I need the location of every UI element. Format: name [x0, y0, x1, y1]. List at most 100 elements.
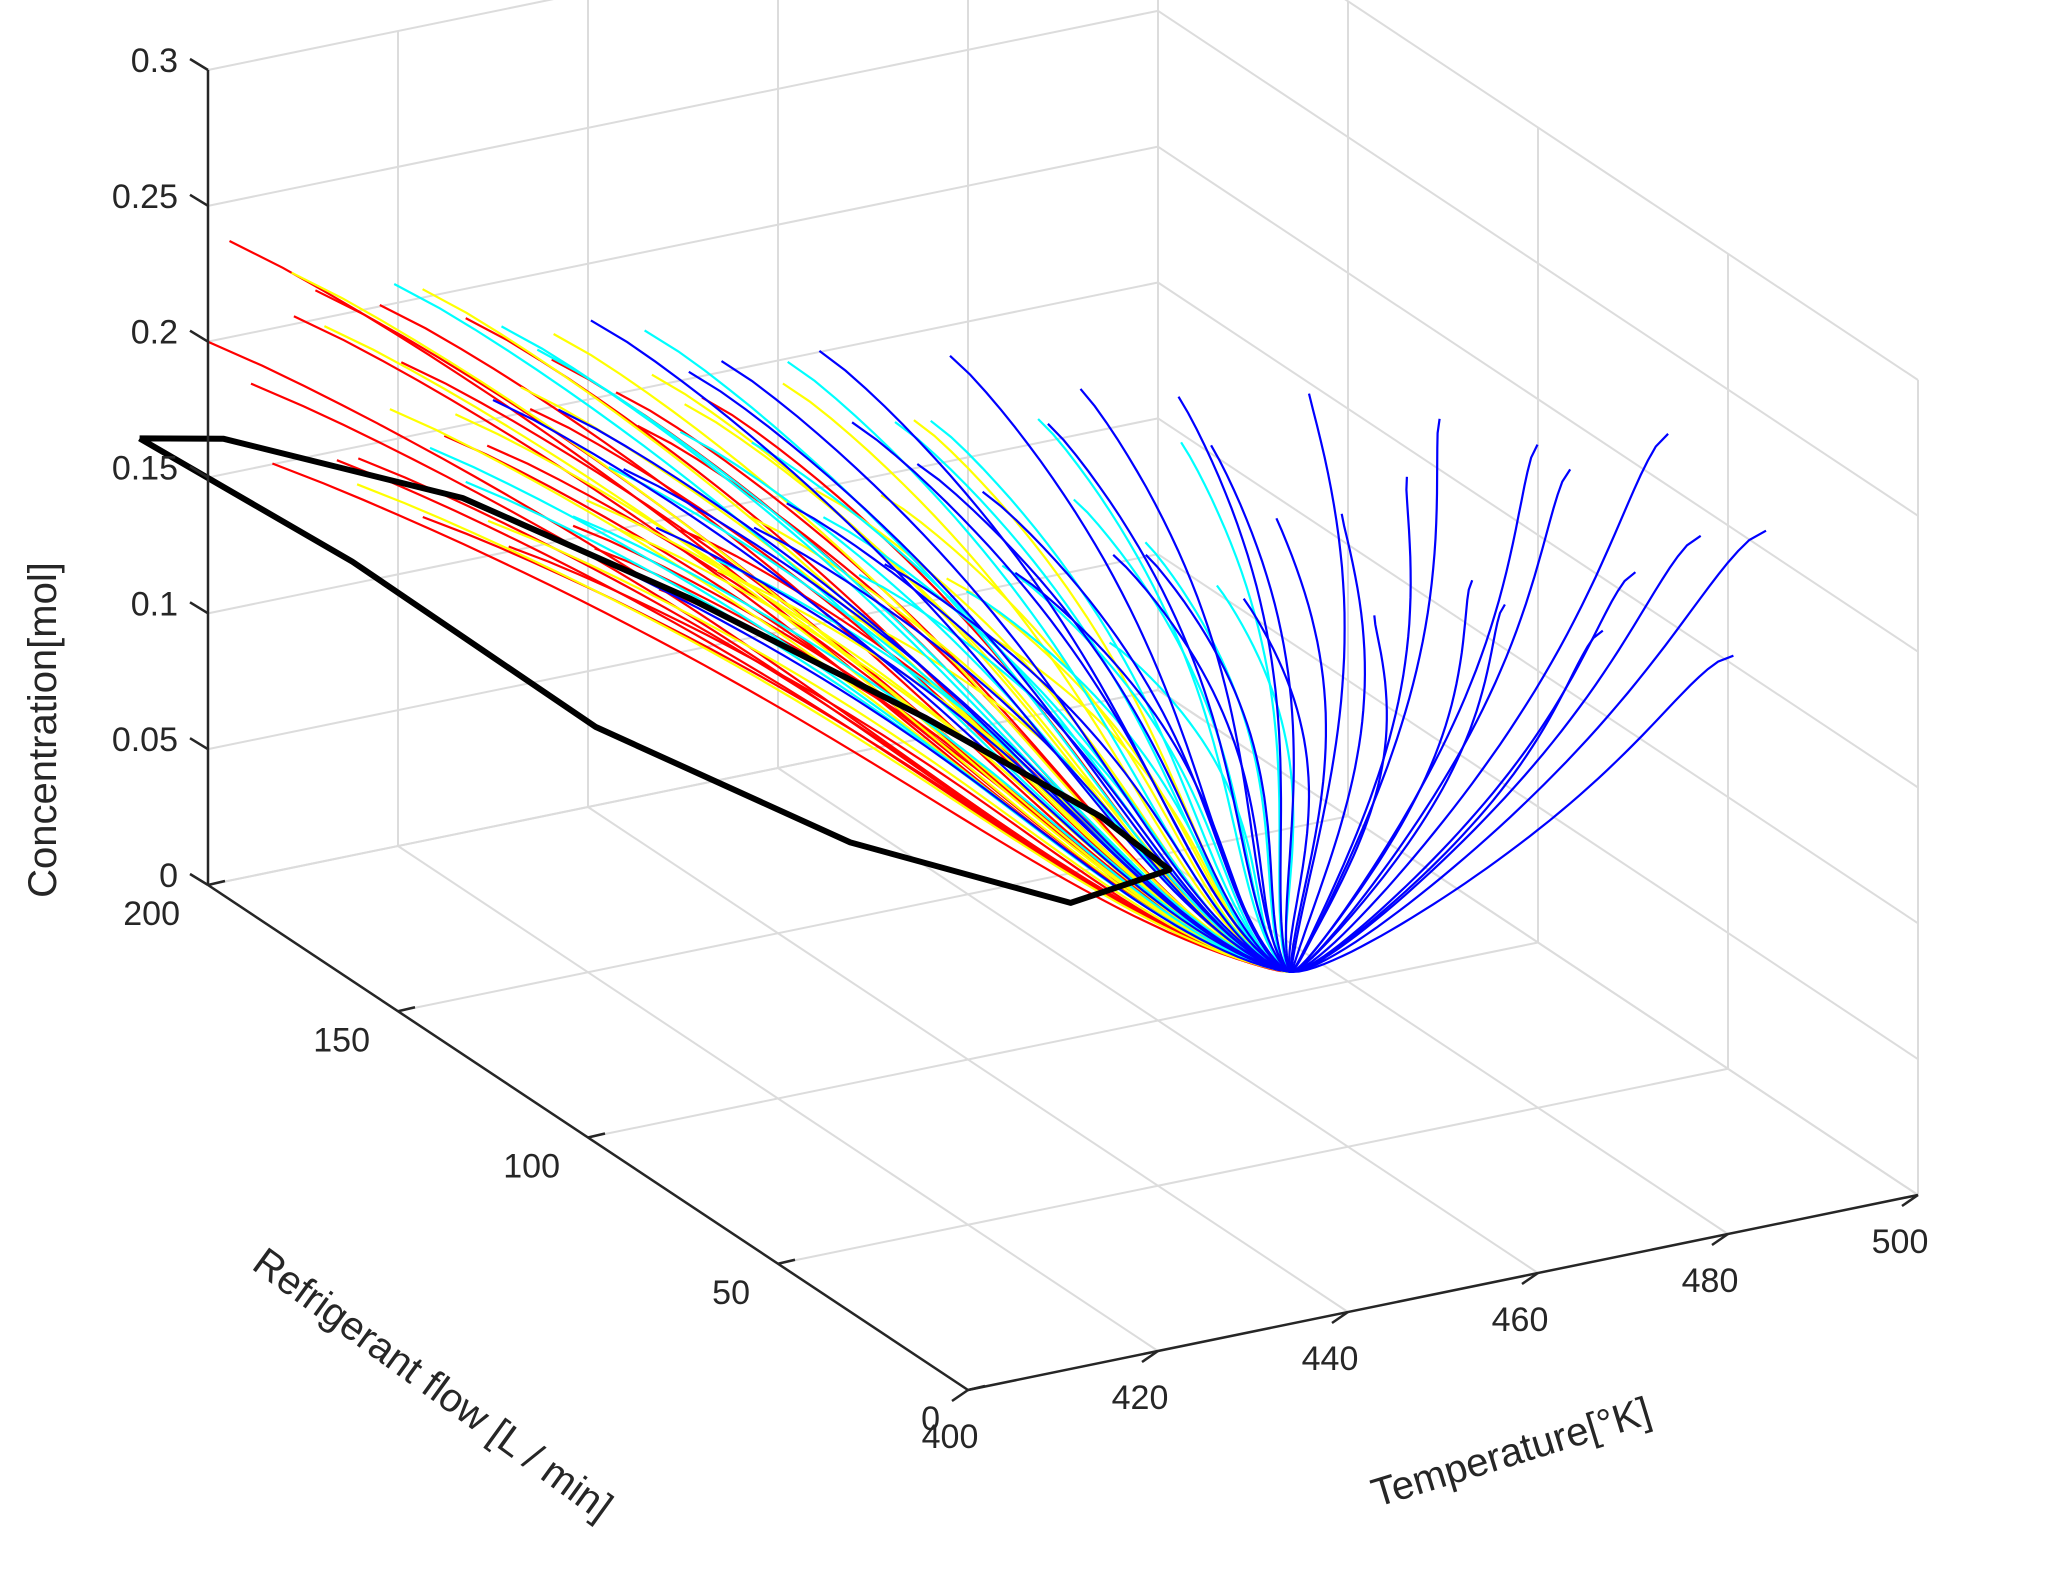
trajectory-line — [1180, 441, 1292, 973]
trajectory-line — [1242, 597, 1311, 973]
trajectory-line — [1145, 553, 1292, 973]
trajectory-line — [508, 545, 1292, 973]
z-tick-label: 0 — [159, 857, 178, 895]
trajectory-line — [1144, 541, 1292, 973]
trajectory-line — [1290, 418, 1441, 973]
z-tick-label: 0.15 — [112, 450, 178, 488]
x-tick-mark — [1141, 1349, 1159, 1364]
grid-line — [1157, 10, 1919, 517]
grid-line — [1157, 145, 1919, 653]
grid-line — [207, 417, 1159, 615]
y-tick-label: 200 — [123, 895, 180, 933]
grid-line — [1157, 281, 1919, 789]
z-tick-mark — [189, 57, 209, 72]
grid-line — [777, 1067, 1729, 1265]
trajectory-line — [1047, 423, 1292, 973]
y-axis-label: Refrigerant flow [L / min] — [245, 1240, 620, 1530]
x-tick-label: 500 — [1872, 1223, 1929, 1261]
trajectory-line — [1290, 654, 1734, 973]
x-tick-mark — [1901, 1193, 1919, 1208]
x-tick-mark — [951, 1388, 969, 1403]
trajectory-line — [1177, 396, 1292, 973]
trajectory-line — [553, 333, 1292, 973]
trajectory-line — [1290, 534, 1702, 973]
z-tick-label: 0.1 — [131, 585, 178, 623]
trajectory-line — [1108, 641, 1292, 973]
trajectory-line — [623, 468, 1292, 973]
z-axis-label: Concentration[mol] — [21, 562, 65, 898]
x-tick-mark — [1521, 1271, 1539, 1286]
trajectory-line — [323, 325, 1292, 973]
grid-line — [207, 145, 1159, 343]
trajectory-line — [930, 419, 1292, 973]
grid-line — [207, 0, 554, 71]
z-tick-label: 0.25 — [112, 178, 178, 216]
x-axis-line — [967, 1193, 1919, 1392]
y-tick-label: 50 — [712, 1274, 750, 1312]
grid-line — [1344, 0, 1919, 381]
trajectory-line — [1079, 388, 1292, 973]
tick-label-layer: 40042044046048050005010015020000.050.10.… — [112, 42, 1929, 1456]
z-tick-label: 0.3 — [131, 42, 178, 80]
x-tick-label: 420 — [1112, 1379, 1169, 1417]
y-tick-mark — [207, 879, 226, 887]
z-tick-mark — [189, 193, 209, 207]
trajectory-line — [1290, 571, 1637, 973]
grid-line — [207, 553, 1159, 751]
trajectory-line — [1290, 513, 1367, 973]
y-tick-mark — [777, 1258, 796, 1265]
trajectory-line — [884, 563, 1292, 973]
trajectory-line — [1275, 517, 1328, 973]
z-tick-mark — [189, 329, 209, 343]
trajectory-line — [753, 526, 1292, 973]
z-tick-mark — [189, 601, 209, 615]
y-tick-mark — [587, 1132, 606, 1139]
trajectory-line — [1290, 468, 1572, 973]
x-tick-label: 400 — [922, 1418, 979, 1456]
y-tick-mark — [397, 1006, 416, 1013]
y-tick-label: 150 — [313, 1021, 370, 1059]
grid-layer — [207, 0, 1919, 1391]
z-tick-mark — [189, 465, 209, 479]
x-axis-label: Temperature[°K] — [1366, 1389, 1656, 1516]
trajectory-line — [1290, 476, 1412, 973]
y-tick-mark — [967, 1384, 986, 1392]
trajectory-line — [720, 360, 1292, 973]
trajectory-line — [644, 329, 1292, 973]
x-tick-label: 440 — [1302, 1340, 1359, 1378]
trajectory-line — [851, 421, 1292, 973]
x-tick-label: 480 — [1682, 1262, 1739, 1300]
data-layer — [138, 240, 1767, 973]
trajectory-line — [1001, 564, 1292, 973]
trajectory-line — [487, 519, 1292, 973]
x-tick-mark — [1331, 1310, 1349, 1325]
trajectory-line — [572, 515, 1292, 973]
trajectory-line — [1210, 444, 1295, 973]
trajectory-line — [1290, 433, 1669, 973]
x-tick-mark — [1711, 1232, 1729, 1247]
trajectory-line — [1290, 444, 1539, 973]
z-tick-mark — [189, 872, 209, 887]
z-tick-mark — [189, 737, 209, 751]
grid-line — [207, 9, 1159, 207]
y-tick-label: 100 — [503, 1148, 560, 1186]
trajectory-line — [1290, 529, 1767, 973]
trajectory-line — [1037, 418, 1292, 973]
trajectory-line — [1112, 554, 1292, 973]
grid-line — [1157, 553, 1919, 1060]
trajectory-line — [916, 463, 1292, 973]
axis-layer — [189, 57, 1919, 1403]
trajectory-line — [786, 502, 1292, 973]
trajectory-line — [1289, 393, 1346, 973]
x-tick-label: 460 — [1492, 1301, 1549, 1339]
trajectory-line — [356, 483, 1292, 973]
grid-line — [207, 281, 1159, 479]
y-tick-label: 0 — [921, 1400, 940, 1438]
z-tick-label: 0.05 — [112, 721, 178, 759]
grid-line — [587, 941, 1539, 1139]
limit-cycle-line — [138, 435, 1173, 906]
grid-line — [1157, 417, 1919, 925]
trajectory-line — [272, 462, 1292, 973]
trajectory-line — [525, 526, 1292, 973]
